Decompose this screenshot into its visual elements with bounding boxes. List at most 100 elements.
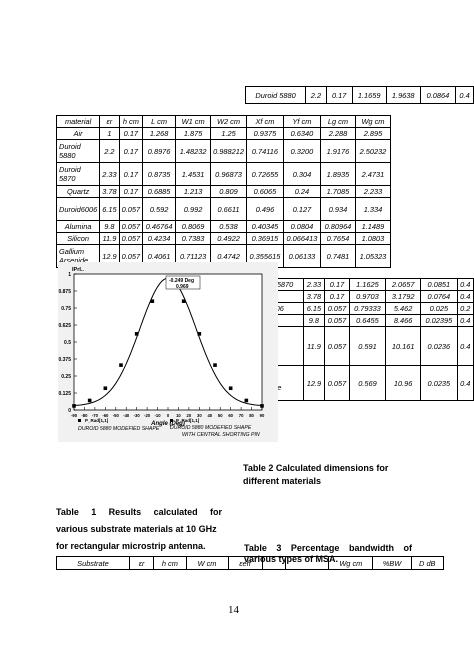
- table-cell: 0.4234: [142, 232, 177, 245]
- table-cell: 1.1625: [348, 278, 387, 291]
- table-row: Air 1 0.17 1.268 1.875 1.25 0.9375 0.6340 2.288 2…: [55, 127, 391, 140]
- x-tick-label: 0: [167, 413, 170, 418]
- table-cell: 2.895: [354, 127, 391, 140]
- table-cell: 0.6455: [348, 314, 387, 327]
- x-tick-label: -30: [134, 413, 141, 418]
- table-cell: 0.24: [282, 185, 321, 198]
- table1-caption-line2: various substrate materials at 10 GHz: [56, 524, 217, 534]
- table-row: Duroid 5880 2.2 0.17 0.8976 1.48232 0.988212 0…: [55, 139, 391, 163]
- table3-caption-line2: various types of MSA.: [244, 554, 339, 564]
- table-cell: 1.268: [142, 127, 177, 140]
- table-cell: 2.2: [99, 139, 120, 163]
- table-cell: 0.066413: [282, 232, 321, 245]
- x-tick-label: 60: [228, 413, 233, 418]
- table-cell: 1.8935: [319, 162, 356, 186]
- table-cell: 0.988212: [210, 139, 247, 163]
- table-cell: 0.496: [245, 197, 284, 221]
- table-cell: 0.6065: [245, 185, 284, 198]
- table-cell: 0.40345: [245, 220, 284, 233]
- table-row: allium arsenide12.90.0570.56910.960.0235…: [250, 365, 474, 401]
- table-cell: 1.7085: [319, 185, 356, 198]
- table-cell: Air: [55, 127, 101, 140]
- table1-caption-line1: Table 1 Results calculated for: [56, 507, 222, 517]
- table-cell: 0.17: [324, 278, 350, 291]
- annotation-angle: -0.249 Deg: [169, 278, 194, 284]
- table-cell: 0.17: [118, 185, 144, 198]
- annotation-value: 0.969: [176, 284, 189, 290]
- table-cell: 9.8: [302, 314, 326, 327]
- table-cell: 0.4: [456, 365, 474, 401]
- data-point: [134, 332, 139, 336]
- table-cell: 0.934: [319, 197, 356, 221]
- table-cell: 0.17: [324, 290, 350, 303]
- table-cell: 1.48232: [175, 139, 212, 163]
- x-tick-label: -60: [102, 413, 109, 418]
- table-cell: 10.96: [385, 365, 422, 401]
- legend-marker: [170, 419, 173, 422]
- table-cell: 0.17: [118, 162, 144, 186]
- table-cell: 0.46764: [142, 220, 177, 233]
- x-tick-label: -90: [71, 413, 78, 418]
- legend-label: WITH CENTRAL SHORTING PIN: [182, 432, 260, 438]
- table-cell: 0.057: [324, 302, 350, 315]
- y-tick-label: 0.25: [61, 374, 71, 380]
- x-tick-label: -40: [123, 413, 130, 418]
- table-cell: 8.466: [385, 314, 422, 327]
- y-tick-label: 0.5: [64, 340, 71, 346]
- table-cell: 0.0804: [282, 220, 321, 233]
- table-cell: 11.9: [99, 232, 120, 245]
- table1-caption-line3: for rectangular microstrip antenna.: [56, 541, 206, 551]
- x-tick-label: -50: [113, 413, 120, 418]
- table-cell: 1.4531: [175, 162, 212, 186]
- duroid-row-cell: 0.0864: [419, 86, 457, 104]
- column-header: Yf cm: [282, 115, 321, 128]
- table-cell: 1: [99, 127, 120, 140]
- x-tick-label: 90: [260, 413, 265, 418]
- plot-area: [73, 273, 263, 411]
- table-cell: 0.4922: [210, 232, 247, 245]
- table-cell: 2.0657: [385, 278, 422, 291]
- table-cell: 0.057: [324, 314, 350, 327]
- column-header: L cm: [142, 115, 177, 128]
- table-cell: 0.992: [175, 197, 212, 221]
- data-point: [213, 363, 217, 367]
- table-cell: 0.2: [456, 302, 474, 315]
- y-tick-label: 0.75: [61, 306, 71, 312]
- table-cell: Quartz: [55, 185, 101, 198]
- x-tick-label: -10: [155, 413, 162, 418]
- table-cell: 0.591: [348, 326, 387, 366]
- data-point: [103, 386, 108, 391]
- table-row: Alumina 9.8 0.057 0.46764 0.8069 0.538 0.40345…: [55, 220, 391, 233]
- table-cell: 0.6885: [142, 185, 177, 198]
- y-tick-label: 0.125: [58, 391, 71, 397]
- y-tick-label: 0.875: [58, 289, 71, 295]
- y-tick-label: 0.375: [58, 357, 71, 363]
- column-header: Wg cm: [354, 115, 391, 128]
- table-cell: 9.8: [99, 220, 120, 233]
- table-cell: 1.213: [175, 185, 212, 198]
- legend-series-name: P_Rad[1,1]: [85, 418, 109, 423]
- table-cell: 0.569: [348, 365, 387, 401]
- table-cell: 0.304: [282, 162, 321, 186]
- x-tick-label: 80: [249, 413, 254, 418]
- column-header: Substrate: [56, 556, 130, 570]
- table-cell: Silicon: [55, 232, 101, 245]
- legend-series-name: P_Rad[1,1]: [176, 418, 200, 423]
- table-cell: 0.057: [118, 232, 144, 245]
- legend-label: DUROID 5880 MODEFIED SHAPE: [170, 425, 252, 431]
- table-cell: Duroid 5880: [55, 139, 101, 163]
- table-cell: 0.809: [210, 185, 247, 198]
- data-point: [260, 404, 264, 408]
- table-cell: 0.17: [118, 127, 144, 140]
- x-tick-label: 30: [197, 413, 202, 418]
- column-header: material: [55, 115, 101, 128]
- column-header: Lg cm: [319, 115, 356, 128]
- page-number: 14: [228, 604, 239, 616]
- y-tick-label: 0.625: [58, 323, 71, 329]
- column-header: W cm: [185, 556, 229, 570]
- table-cell: 0.4: [456, 314, 474, 327]
